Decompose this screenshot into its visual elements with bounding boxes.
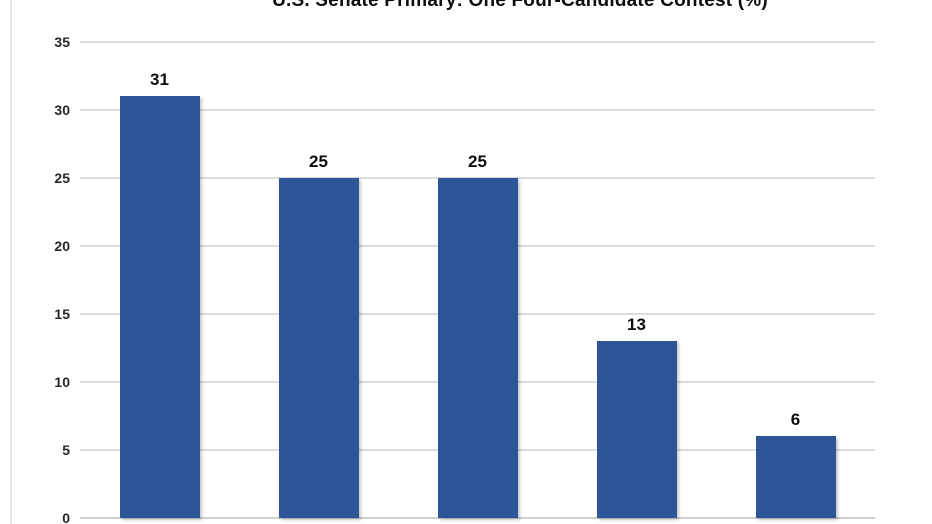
y-axis-tick-label: 10 bbox=[54, 374, 70, 390]
gridline bbox=[80, 109, 875, 111]
bar-value-label: 6 bbox=[790, 410, 801, 430]
y-axis-tick-label: 30 bbox=[54, 102, 70, 118]
y-axis-tick-label: 35 bbox=[54, 34, 70, 50]
bar bbox=[119, 96, 200, 518]
y-axis-tick-label: 15 bbox=[54, 306, 70, 322]
bar bbox=[596, 341, 677, 518]
bar bbox=[437, 178, 518, 518]
bar-value-label: 31 bbox=[150, 70, 169, 90]
bar-value-label: 25 bbox=[468, 152, 487, 171]
y-axis-tick-label: 25 bbox=[54, 170, 70, 186]
x-axis-line bbox=[80, 517, 875, 519]
gridline bbox=[80, 41, 875, 43]
bar bbox=[278, 178, 359, 518]
bar-value-label: 25 bbox=[309, 152, 328, 171]
chart-title: U.S. Senate Primary: One Four-Candidate … bbox=[272, 0, 768, 11]
bar bbox=[755, 436, 836, 518]
page-edge-line bbox=[10, 0, 12, 524]
bar-value-label: 13 bbox=[627, 315, 646, 335]
y-axis-tick-label: 0 bbox=[62, 510, 70, 524]
y-axis-tick-label: 20 bbox=[54, 238, 70, 254]
y-axis-tick-label: 5 bbox=[62, 442, 70, 458]
